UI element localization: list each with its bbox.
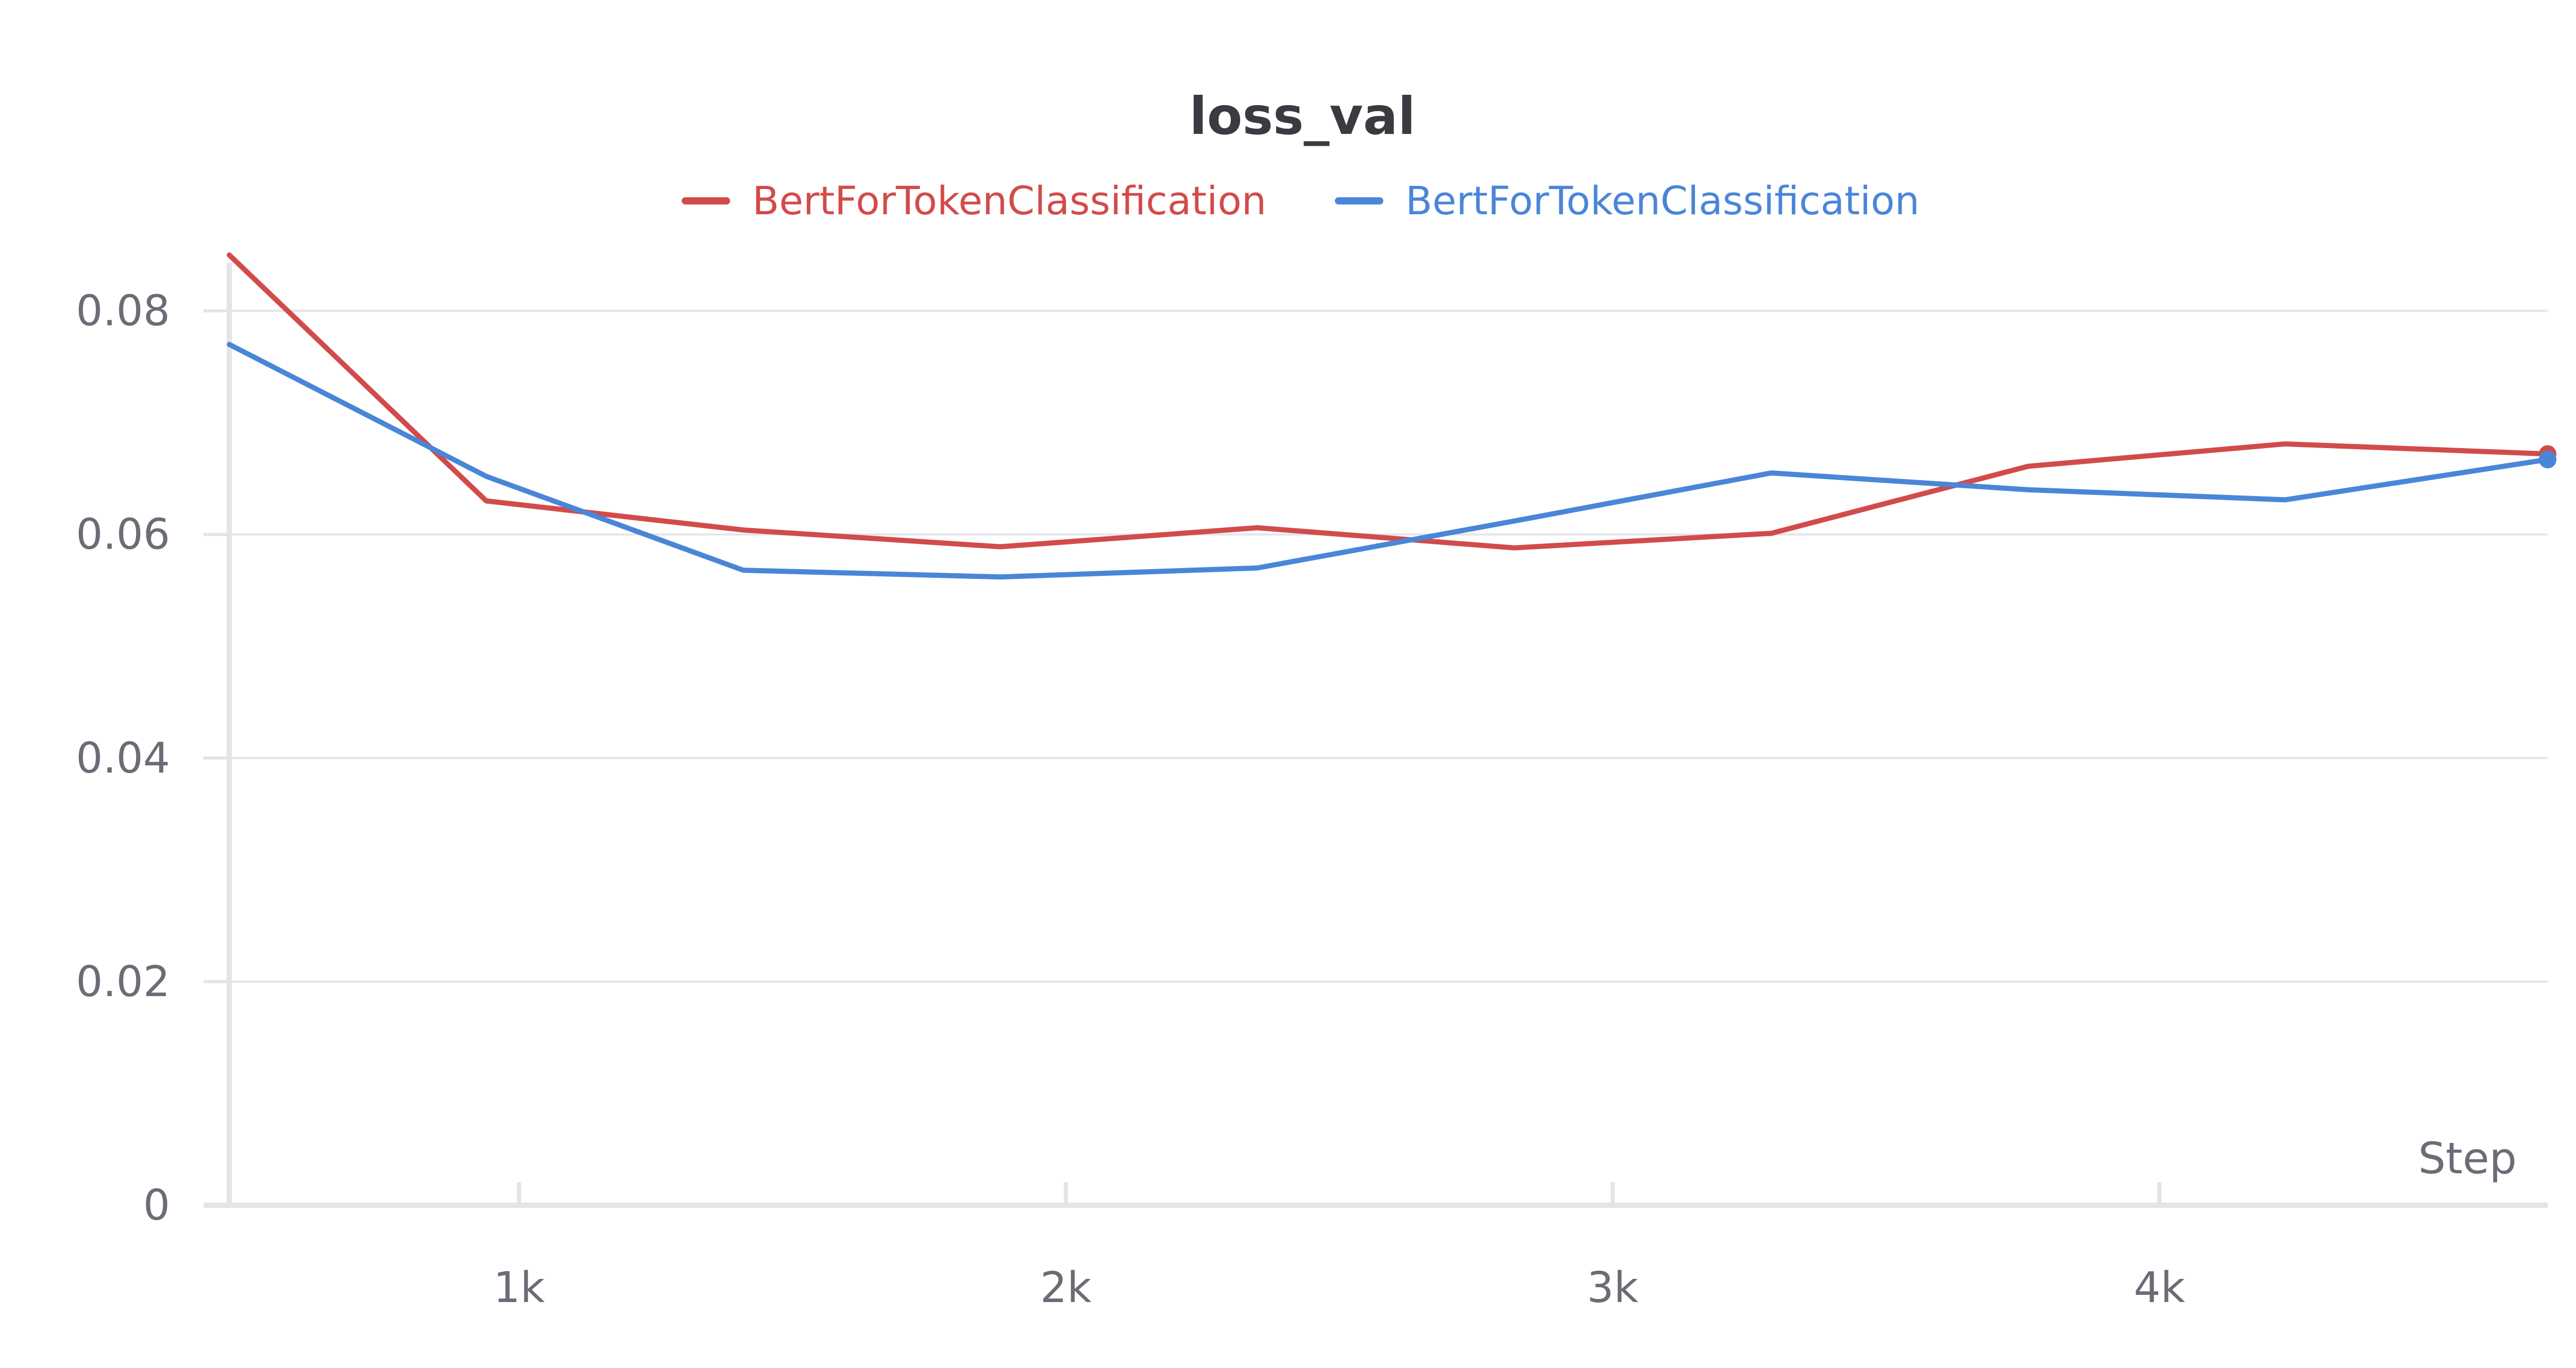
series-endpoint-marker-2[interactable] bbox=[2539, 451, 2556, 469]
y-tick-label: 0.04 bbox=[76, 734, 170, 783]
y-tick-label: 0.06 bbox=[76, 510, 170, 559]
series-line-2[interactable] bbox=[227, 341, 2550, 580]
x-tick-label: 1k bbox=[494, 1263, 545, 1312]
axes bbox=[204, 263, 2548, 1208]
x-axis-label: Step bbox=[2418, 1133, 2517, 1184]
legend[interactable]: BertForTokenClassification BertForTokenCl… bbox=[682, 178, 1920, 224]
y-tick-label: 0 bbox=[143, 1181, 170, 1230]
legend-label-1: BertForTokenClassification bbox=[752, 178, 1266, 224]
series-line-1[interactable] bbox=[227, 252, 2550, 551]
x-axis-ticks: 1k 2k 3k 4k bbox=[494, 1182, 2185, 1312]
x-tick-label: 4k bbox=[2134, 1263, 2185, 1312]
grid bbox=[229, 310, 2548, 983]
plot-area[interactable] bbox=[227, 252, 2556, 580]
x-tick-label: 3k bbox=[1587, 1263, 1638, 1312]
y-axis-ticks: 0 0.02 0.04 0.06 0.08 bbox=[76, 287, 229, 1230]
chart-title: loss_val bbox=[1190, 86, 1416, 146]
legend-label-2: BertForTokenClassification bbox=[1405, 178, 1920, 224]
legend-item-2[interactable]: BertForTokenClassification bbox=[1335, 178, 1920, 224]
legend-item-1[interactable]: BertForTokenClassification bbox=[682, 178, 1266, 224]
x-tick-label: 2k bbox=[1040, 1263, 1092, 1312]
y-tick-label: 0.02 bbox=[76, 957, 170, 1006]
y-tick-label: 0.08 bbox=[76, 287, 170, 336]
